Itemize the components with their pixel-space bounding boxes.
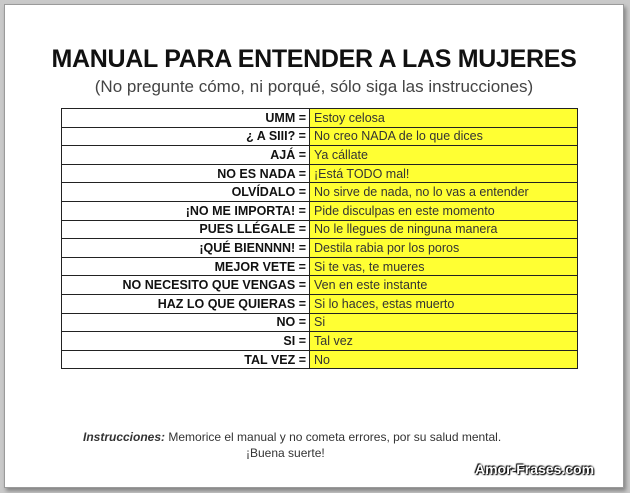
meaning-cell: Ven en este instante bbox=[309, 275, 578, 295]
page-subtitle: (No pregunte cómo, ni porqué, sólo siga … bbox=[94, 77, 534, 96]
meaning-cell: Destila rabia por los poros bbox=[309, 238, 578, 258]
page-title: MANUAL PARA ENTENDER A LAS MUJERES bbox=[51, 45, 577, 73]
table-row: ¡QUÉ BIENNNN! = Destila rabia por los por… bbox=[61, 238, 578, 258]
phrase-cell: OLVÍDALO = bbox=[61, 182, 310, 202]
meaning-cell: Pide disculpas en este momento bbox=[309, 200, 578, 221]
phrase-cell: HAZ LO QUE QUIERAS = bbox=[61, 293, 310, 314]
phrase-cell: NO = bbox=[61, 312, 310, 333]
meaning-cell: Ya cállate bbox=[309, 145, 578, 165]
table-row: OLVÍDALO = No sirve de nada, no lo vas a … bbox=[61, 182, 578, 202]
phrase-cell: NO NECESITO QUE VENGAS = bbox=[61, 275, 310, 295]
phrase-cell: AJÁ = bbox=[61, 145, 310, 165]
meaning-cell: No bbox=[309, 349, 578, 370]
phrase-cell: NO ES NADA = bbox=[61, 163, 310, 184]
table-row: MEJOR VETE = Si te vas, te mueres bbox=[61, 256, 578, 277]
meaning-cell: No creo NADA de lo que dices bbox=[309, 126, 578, 147]
table-row: NO = Si bbox=[61, 312, 578, 333]
meaning-cell: No sirve de nada, no lo vas a entender bbox=[309, 182, 578, 202]
table-row: SI = Tal vez bbox=[61, 331, 578, 351]
meaning-cell: ¡Está TODO mal! bbox=[309, 163, 578, 184]
phrase-cell: ¿ A SIII? = bbox=[61, 126, 310, 147]
instructions-label: Instrucciones: bbox=[83, 430, 166, 444]
image-frame: MANUAL PARA ENTENDER A LAS MUJERES (No p… bbox=[4, 4, 624, 488]
phrase-cell: MEJOR VETE = bbox=[61, 256, 310, 277]
watermark-logo: Amor-Frases.com bbox=[475, 461, 595, 477]
manual-table: UMM = Estoy celosa ¿ A SIII? = No creo NADA… bbox=[61, 108, 578, 370]
meaning-cell: Tal vez bbox=[309, 331, 578, 351]
meaning-cell: Si lo haces, estas muerto bbox=[309, 293, 578, 314]
instructions-text: Memorice el manual y no cometa errores, … bbox=[165, 430, 502, 444]
table-row: ¿ A SIII? = No creo NADA de lo que dices bbox=[61, 126, 578, 147]
table-row: PUES LLÉGALE = No le llegues de ninguna m… bbox=[61, 219, 578, 240]
phrase-cell: ¡QUÉ BIENNNN! = bbox=[61, 238, 310, 258]
meaning-cell: Si bbox=[309, 312, 578, 333]
phrase-cell: PUES LLÉGALE = bbox=[61, 219, 310, 240]
meaning-cell: Estoy celosa bbox=[309, 108, 578, 128]
instructions: Instrucciones: Memorice el manual y no c… bbox=[83, 429, 563, 445]
good-luck-text: ¡Buena suerte! bbox=[246, 446, 325, 460]
meaning-cell: Si te vas, te mueres bbox=[309, 256, 578, 277]
table-row: AJÁ = Ya cállate bbox=[61, 145, 578, 165]
table-row: NO NECESITO QUE VENGAS = Ven en este inst… bbox=[61, 275, 578, 295]
table-row: ¡NO ME IMPORTA! = Pide disculpas en este … bbox=[61, 200, 578, 221]
meaning-cell: No le llegues de ninguna manera bbox=[309, 219, 578, 240]
phrase-cell: TAL VEZ = bbox=[61, 349, 310, 370]
table-row: NO ES NADA = ¡Está TODO mal! bbox=[61, 163, 578, 184]
table-row: UMM = Estoy celosa bbox=[61, 108, 578, 128]
phrase-cell: ¡NO ME IMPORTA! = bbox=[61, 200, 310, 221]
table-row: TAL VEZ = No bbox=[61, 349, 578, 370]
phrase-cell: SI = bbox=[61, 331, 310, 351]
phrase-cell: UMM = bbox=[61, 108, 310, 128]
table-row: HAZ LO QUE QUIERAS = Si lo haces, estas m… bbox=[61, 293, 578, 314]
